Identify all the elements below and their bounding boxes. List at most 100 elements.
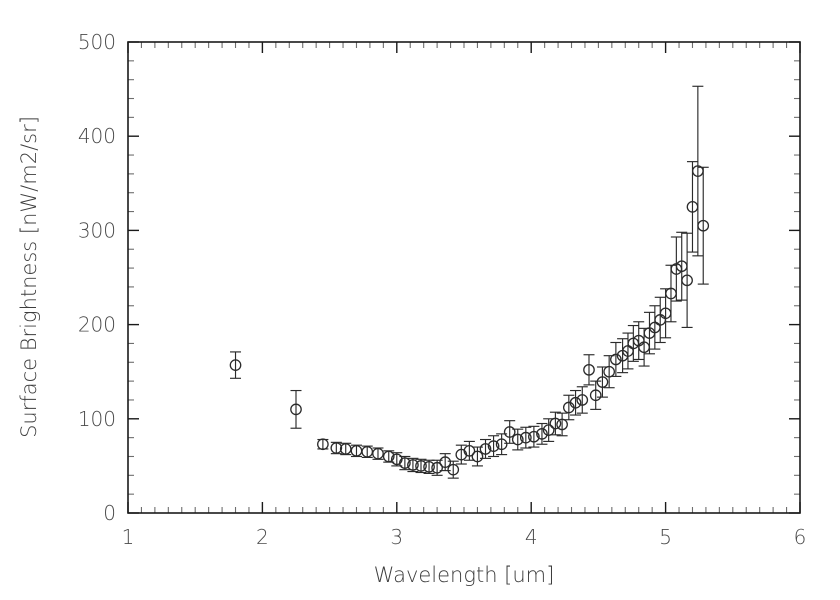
- x-tick-label: 4: [525, 525, 538, 549]
- data-marker: [330, 442, 343, 454]
- y-tick-label: 200: [78, 313, 116, 337]
- y-axis-title: Surface Brightness [nW/m2/sr]: [17, 116, 41, 438]
- data-point: [479, 438, 492, 459]
- data-marker: [528, 430, 540, 443]
- data-marker: [596, 376, 609, 388]
- y-tick-label: 100: [78, 407, 116, 431]
- data-point: [528, 425, 540, 448]
- data-point: [229, 351, 242, 379]
- y-axis-tick-labels: 0 100 200 300 400 500: [78, 30, 116, 525]
- data-marker: [610, 353, 622, 366]
- y-tick-label: 500: [78, 30, 116, 54]
- y-tick-label: 0: [103, 501, 116, 525]
- data-marker: [439, 456, 452, 468]
- data-point: [697, 166, 710, 285]
- data-point: [596, 366, 609, 398]
- minor-tick-marks: [128, 42, 800, 513]
- data-point: [681, 232, 693, 329]
- data-point: [576, 386, 589, 414]
- data-marker: [317, 438, 329, 451]
- x-tick-label: 5: [659, 525, 672, 549]
- data-marker: [229, 359, 242, 371]
- data-marker: [463, 444, 476, 457]
- data-marker: [447, 463, 460, 476]
- data-point: [549, 411, 562, 436]
- x-tick-label: 3: [390, 525, 403, 549]
- y-tick-label: 400: [78, 124, 116, 148]
- data-marker: [583, 363, 595, 376]
- data-marker: [576, 394, 589, 406]
- data-marker: [589, 389, 602, 402]
- data-marker: [556, 418, 568, 431]
- x-tick-label: 6: [794, 525, 807, 549]
- data-marker: [487, 440, 500, 452]
- data-point: [317, 438, 329, 451]
- data-points-group: [229, 85, 710, 479]
- data-point: [447, 460, 460, 479]
- data-point: [686, 161, 699, 253]
- major-tick-marks: [127, 41, 801, 514]
- data-point: [583, 354, 595, 386]
- data-point: [654, 296, 667, 344]
- x-axis-tick-labels: 1 2 3 4 5 6: [122, 525, 807, 549]
- data-point: [622, 332, 634, 370]
- data-point: [503, 420, 516, 444]
- data-point: [511, 428, 524, 451]
- data-point: [290, 389, 302, 429]
- data-marker: [339, 443, 352, 455]
- data-point: [556, 412, 568, 437]
- data-point: [350, 444, 363, 458]
- data-marker: [697, 219, 710, 232]
- data-marker: [549, 417, 562, 430]
- data-marker: [479, 443, 492, 455]
- data-point: [659, 288, 672, 339]
- data-marker: [290, 403, 302, 416]
- data-marker: [511, 433, 524, 446]
- data-point: [603, 355, 616, 389]
- data-marker: [382, 450, 395, 463]
- data-point: [372, 447, 384, 460]
- data-marker: [471, 450, 484, 463]
- data-marker: [495, 438, 508, 451]
- data-point: [415, 458, 427, 474]
- data-point: [471, 446, 484, 467]
- data-marker: [542, 424, 555, 436]
- data-point: [407, 457, 419, 473]
- data-point: [632, 321, 645, 361]
- x-tick-label: 1: [122, 525, 135, 549]
- data-point: [542, 418, 555, 442]
- data-point: [463, 440, 476, 461]
- data-marker: [431, 461, 443, 474]
- data-point: [569, 389, 582, 416]
- data-point: [562, 394, 575, 421]
- x-axis-title: Wavelength [um]: [374, 563, 555, 587]
- data-marker: [423, 460, 435, 473]
- data-marker: [399, 457, 411, 469]
- data-point: [439, 453, 452, 472]
- data-marker: [681, 274, 693, 287]
- data-marker: [519, 431, 532, 444]
- data-point: [519, 426, 532, 449]
- data-point: [643, 311, 656, 355]
- x-tick-label: 2: [256, 525, 269, 549]
- data-marker: [407, 459, 419, 471]
- plot-frame-box: [127, 41, 801, 514]
- data-point: [589, 380, 602, 410]
- data-marker: [361, 445, 374, 458]
- data-marker: [536, 428, 548, 440]
- data-marker: [503, 426, 516, 438]
- data-point: [361, 445, 374, 458]
- data-point: [399, 455, 411, 471]
- data-point: [670, 236, 683, 302]
- data-point: [431, 459, 443, 476]
- y-tick-label: 300: [78, 218, 116, 242]
- data-point: [339, 442, 352, 456]
- data-point: [487, 435, 500, 458]
- data-point: [610, 341, 622, 377]
- data-point: [675, 231, 688, 301]
- data-point: [330, 441, 343, 455]
- data-marker: [372, 447, 384, 460]
- data-marker: [603, 365, 616, 378]
